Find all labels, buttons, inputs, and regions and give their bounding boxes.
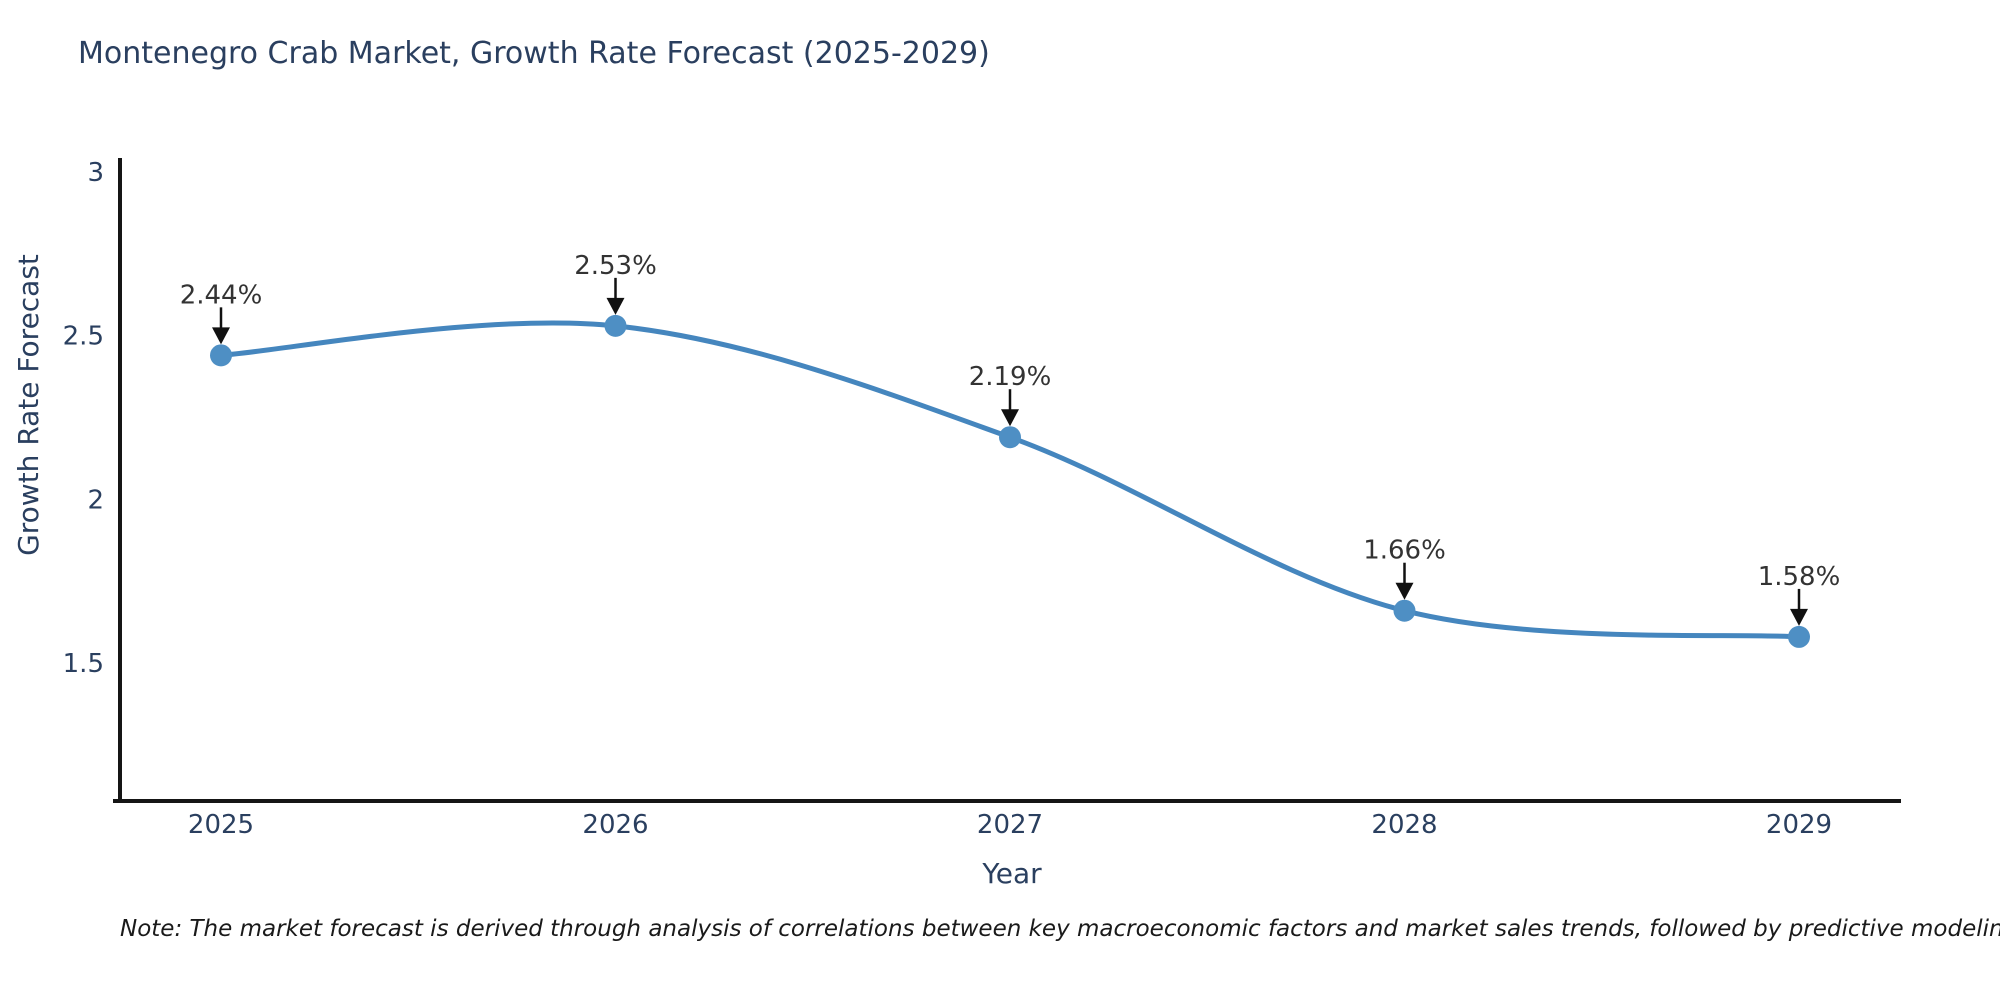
y-tick-label: 3 (87, 158, 104, 188)
data-point-marker (604, 314, 627, 337)
annotation-arrowhead (1001, 409, 1019, 427)
x-tick-label: 2025 (188, 810, 254, 840)
data-point-label: 1.66% (1363, 536, 1446, 566)
chart-title: Montenegro Crab Market, Growth Rate Fore… (78, 36, 990, 71)
y-tick-label: 2.5 (63, 322, 104, 352)
y-axis-title: Growth Rate Forecast (12, 254, 45, 556)
y-tick-label: 1.5 (63, 649, 104, 679)
data-point-label: 2.44% (180, 280, 263, 310)
y-tick-label: 2 (87, 485, 104, 515)
x-tick-label: 2029 (1766, 810, 1832, 840)
annotation-arrowhead (1790, 608, 1808, 626)
annotation-arrowhead (212, 327, 230, 345)
annotation-arrowhead (1395, 582, 1414, 600)
annotation-arrowhead (606, 297, 625, 315)
chart-footnote: Note: The market forecast is derived thr… (120, 916, 2000, 942)
data-point-label: 2.53% (574, 251, 657, 281)
x-axis-title: Year (981, 857, 1042, 890)
data-point-label: 1.58% (1758, 562, 1841, 592)
data-point-marker (1788, 625, 1810, 648)
data-point-label: 2.19% (969, 362, 1052, 392)
data-point-marker (999, 426, 1021, 449)
data-point-marker (1393, 599, 1416, 622)
x-tick-label: 2027 (977, 810, 1043, 840)
x-tick-label: 2028 (1371, 810, 1437, 840)
data-point-marker (210, 344, 232, 367)
x-tick-label: 2026 (582, 810, 648, 840)
